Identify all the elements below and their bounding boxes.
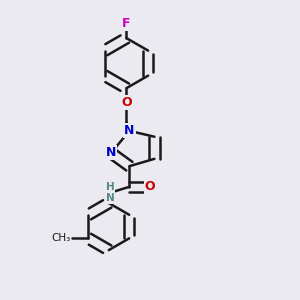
Text: F: F [122, 17, 131, 30]
Text: O: O [121, 96, 132, 110]
Text: O: O [145, 180, 155, 193]
Text: N: N [106, 146, 116, 159]
Text: N: N [124, 124, 135, 137]
Text: CH₃: CH₃ [52, 233, 71, 243]
Text: H
N: H N [106, 182, 115, 203]
